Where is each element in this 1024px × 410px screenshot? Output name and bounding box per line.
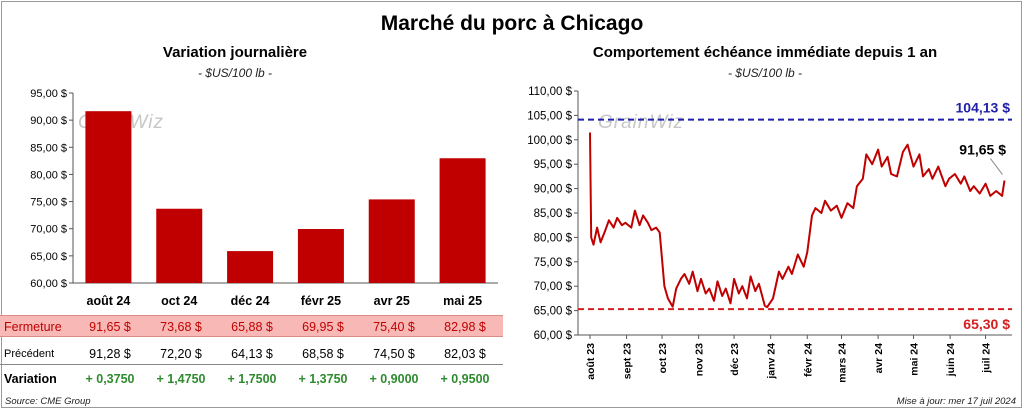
precedent-cell: 82,03 $: [444, 347, 486, 361]
table-row-fermeture: Fermeture 91,65 $ 73,68 $ 65,88 $ 69,95 …: [0, 315, 503, 337]
fermeture-cell: 69,95 $: [302, 320, 344, 334]
precedent-cell: 64,13 $: [231, 347, 273, 361]
y-tick-label: 85,00 $: [30, 142, 67, 154]
y-tick-label: 90,00 $: [534, 184, 573, 196]
y-tick-label: 80,00 $: [30, 169, 67, 181]
y-tick-label: 110,00 $: [528, 86, 573, 98]
fermeture-cell: 65,88 $: [231, 320, 273, 334]
bar: [227, 251, 274, 283]
reference-line-label: 104,13 $: [956, 100, 1011, 116]
price-series-line: [589, 132, 1006, 309]
bar: [85, 111, 132, 283]
precedent-cell: 68,58 $: [302, 347, 344, 361]
x-tick-label: août 23: [585, 343, 597, 380]
x-tick-label: déc 23: [729, 343, 741, 376]
reference-line-label: 65,30 $: [963, 316, 1010, 332]
bar-chart-title: Variation journalière: [162, 44, 308, 61]
fermeture-cell: 75,40 $: [373, 320, 415, 334]
fermeture-cell: 91,65 $: [89, 320, 131, 334]
x-tick-label: juil 24: [981, 343, 993, 374]
line-chart: 60,00 $ 65,00 $ 70,00 $ 75,00 $ 80,00 $ 85,00…: [527, 86, 1012, 383]
variation-cell: + 0,9000: [369, 372, 419, 386]
x-tick-label: avr 25: [374, 294, 410, 308]
y-tick-label: 75,00 $: [30, 197, 67, 209]
y-tick-label: 100,00 $: [527, 135, 572, 147]
x-tick-label: févr 24: [802, 343, 814, 377]
annotation-leader: [990, 158, 1003, 175]
update-note: Mise à jour: mer 17 juil 2024: [896, 396, 1016, 407]
x-tick-label: nov 23: [694, 343, 706, 376]
row-label-variation: Variation: [4, 372, 57, 386]
variation-cell: + 1,4750: [156, 372, 206, 386]
line-chart-title: Comportement échéance immédiate depuis 1…: [592, 44, 938, 61]
bar: [439, 158, 486, 283]
x-tick-label: mai 25: [443, 294, 482, 308]
bar: [297, 228, 344, 283]
bar: [368, 199, 415, 283]
precedent-cell: 74,50 $: [373, 347, 415, 361]
variation-cell: + 0,9500: [440, 372, 490, 386]
y-tick-label: 60,00 $: [534, 330, 573, 342]
variation-cell: + 0,3750: [85, 372, 135, 386]
precedent-cell: 72,20 $: [160, 347, 202, 361]
y-tick-label: 75,00 $: [534, 257, 573, 269]
bar: [156, 208, 203, 283]
x-tick-label: oct 23: [657, 343, 669, 374]
line-chart-unit: - $US/100 lb -: [727, 66, 803, 80]
source-note: Source: CME Group: [5, 396, 91, 407]
y-tick-label: 70,00 $: [30, 224, 67, 236]
y-tick-label: 65,00 $: [30, 251, 67, 263]
fermeture-cell: 73,68 $: [160, 320, 202, 334]
precedent-cell: 91,28 $: [89, 347, 131, 361]
y-tick-label: 70,00 $: [534, 281, 573, 293]
y-tick-label: 65,00 $: [534, 306, 573, 318]
fermeture-cell: 82,98 $: [444, 320, 486, 334]
last-price-annotation: 91,65 $: [959, 142, 1006, 158]
y-tick-label: 80,00 $: [534, 232, 573, 244]
table-row-variation: Variation + 0,3750 + 1,4750 + 1,7500 + 1…: [0, 368, 503, 390]
grainwiz-watermark-right: GrainWiz: [598, 112, 684, 133]
bar-chart: 60,00 $ 65,00 $ 70,00 $ 75,00 $ 80,00 $ 85,00…: [30, 88, 498, 308]
table-row-precedent: Précédent 91,28 $ 72,20 $ 64,13 $ 68,58 …: [0, 343, 503, 365]
x-tick-label: sept 23: [622, 343, 634, 379]
variation-cell: + 1,3750: [298, 372, 348, 386]
variation-cell: + 1,7500: [227, 372, 277, 386]
x-tick-label: mai 24: [909, 343, 921, 376]
y-tick-label: 95,00 $: [30, 88, 67, 100]
y-tick-label: 95,00 $: [534, 159, 573, 171]
x-tick-label: avr 24: [873, 343, 885, 374]
bar-chart-unit: - $US/100 lb -: [197, 66, 273, 80]
x-tick-label: févr 25: [301, 294, 341, 308]
row-label-fermeture: Fermeture: [4, 320, 62, 334]
row-label-precedent: Précédent: [4, 348, 55, 360]
x-tick-label: mars 24: [837, 343, 849, 383]
x-tick-label: juin 24: [945, 343, 957, 377]
page-title: Marché du porc à Chicago: [380, 12, 644, 35]
y-tick-label: 85,00 $: [534, 208, 573, 220]
y-tick-label: 90,00 $: [30, 115, 67, 127]
x-tick-label: oct 24: [161, 294, 197, 308]
x-tick-label: août 24: [87, 294, 131, 308]
y-tick-label: 60,00 $: [30, 278, 67, 290]
x-tick-label: janv 24: [766, 343, 778, 380]
y-tick-label: 105,00 $: [527, 110, 572, 122]
x-tick-label: déc 24: [231, 294, 270, 308]
